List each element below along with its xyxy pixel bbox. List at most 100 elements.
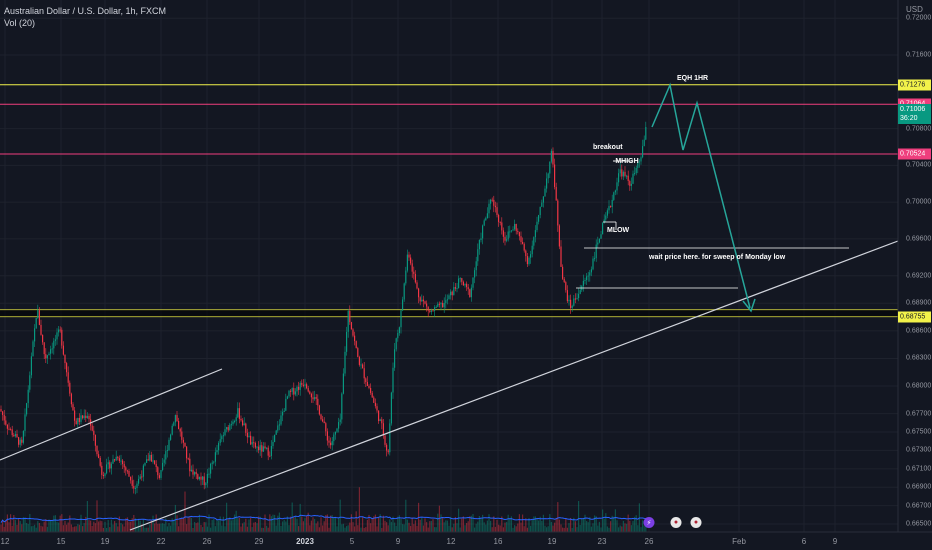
volume-bar bbox=[192, 527, 194, 532]
volume-bar bbox=[386, 522, 388, 532]
volume-bar bbox=[96, 500, 98, 532]
time-axis-label: 19 bbox=[100, 537, 110, 546]
candle-body bbox=[48, 353, 50, 356]
volume-bar bbox=[450, 516, 452, 532]
volume-bar bbox=[245, 518, 247, 532]
time-axis-label: 19 bbox=[547, 537, 557, 546]
candle-body bbox=[530, 254, 532, 258]
candle-body bbox=[86, 415, 88, 419]
candle-body bbox=[253, 442, 255, 444]
candle-body bbox=[130, 476, 132, 481]
candle-body bbox=[568, 299, 570, 302]
price-axis-label: 0.68300 bbox=[906, 354, 932, 362]
volume-bar bbox=[610, 521, 612, 532]
volume-bar bbox=[512, 527, 514, 532]
us-flag-event-icon[interactable]: ● bbox=[670, 517, 682, 528]
volume-bar bbox=[533, 516, 535, 532]
volume-bar bbox=[485, 524, 487, 532]
forecast-arrowhead bbox=[742, 298, 756, 313]
candle-body bbox=[374, 402, 376, 407]
volume-bar bbox=[333, 517, 335, 532]
candle-body bbox=[637, 161, 639, 168]
candle-body bbox=[149, 454, 151, 461]
candle-body bbox=[370, 388, 372, 393]
us-flag-event-icon-2[interactable]: ● bbox=[690, 517, 702, 528]
volume-bar bbox=[158, 523, 160, 532]
volume-bar bbox=[27, 524, 29, 532]
candle-body bbox=[611, 199, 613, 208]
volume-bar bbox=[552, 525, 554, 532]
candle-body bbox=[16, 433, 18, 438]
volume-bar bbox=[83, 523, 85, 532]
volume-bar bbox=[554, 522, 556, 532]
volume-bar bbox=[395, 525, 397, 532]
candle-body bbox=[408, 254, 410, 258]
volume-bar bbox=[48, 519, 50, 532]
volume-bar bbox=[93, 521, 95, 532]
lightning-event-icon[interactable]: ⚡ bbox=[643, 517, 655, 528]
candle-body bbox=[458, 278, 460, 289]
candle-body bbox=[360, 364, 362, 366]
price-tag-value: 0.70524 bbox=[900, 150, 926, 158]
candle-body bbox=[56, 332, 58, 340]
candle-body bbox=[466, 283, 468, 288]
symbol-title[interactable]: Australian Dollar / U.S. Dollar, 1h, FXC… bbox=[4, 6, 167, 16]
time-axis-label: 29 bbox=[254, 537, 264, 546]
volume-bar bbox=[238, 517, 240, 532]
volume-bar bbox=[600, 527, 602, 532]
volume-bar bbox=[242, 523, 244, 532]
candle-body bbox=[635, 167, 637, 174]
candle-body bbox=[414, 273, 416, 283]
volume-bar bbox=[110, 519, 112, 532]
volume-bar bbox=[267, 527, 269, 532]
candle-body bbox=[643, 139, 645, 147]
candle-body bbox=[462, 281, 464, 286]
volume-bar bbox=[318, 527, 320, 532]
candle-body bbox=[483, 220, 485, 226]
candle-body bbox=[506, 239, 508, 241]
candle-body bbox=[69, 382, 71, 394]
indicator-label[interactable]: Vol (20) bbox=[4, 18, 36, 28]
candle-body bbox=[509, 231, 511, 233]
volume-bar bbox=[29, 513, 31, 532]
candle-body bbox=[288, 390, 290, 397]
volume-bar bbox=[584, 514, 586, 532]
volume-bar bbox=[394, 522, 396, 532]
volume-bar bbox=[26, 522, 28, 532]
volume-bar bbox=[11, 525, 13, 532]
candle-body bbox=[576, 297, 578, 299]
candle-body bbox=[280, 415, 282, 425]
candle-body bbox=[534, 230, 536, 238]
volume-bar bbox=[467, 521, 469, 532]
volume-bar bbox=[387, 525, 389, 532]
support-zone bbox=[0, 309, 898, 317]
candle-body bbox=[482, 225, 484, 239]
candle-body bbox=[256, 446, 258, 448]
candle-body bbox=[213, 461, 215, 463]
candle-body bbox=[542, 196, 544, 203]
volume-bars bbox=[0, 487, 647, 532]
volume-bar bbox=[632, 521, 634, 532]
volume-bar bbox=[61, 514, 63, 532]
volume-bar bbox=[222, 516, 224, 532]
candle-body bbox=[438, 303, 440, 305]
volume-bar bbox=[50, 520, 52, 532]
candle-body bbox=[192, 469, 194, 475]
volume-bar bbox=[250, 517, 252, 532]
volume-bar bbox=[566, 527, 568, 532]
volume-bar bbox=[499, 525, 501, 532]
candle-body bbox=[475, 261, 477, 271]
candle-body bbox=[162, 462, 164, 471]
candle-body bbox=[427, 306, 429, 311]
volume-bar bbox=[587, 522, 589, 532]
volume-bar bbox=[173, 519, 175, 532]
volume-bar bbox=[477, 521, 479, 532]
time-axis-label: 6 bbox=[801, 537, 807, 546]
candle-body bbox=[104, 473, 106, 476]
candle-body bbox=[413, 271, 415, 274]
volume-bar bbox=[69, 515, 71, 532]
candle-body bbox=[454, 287, 456, 289]
candle-body bbox=[181, 431, 183, 440]
volume-bar bbox=[445, 520, 447, 532]
